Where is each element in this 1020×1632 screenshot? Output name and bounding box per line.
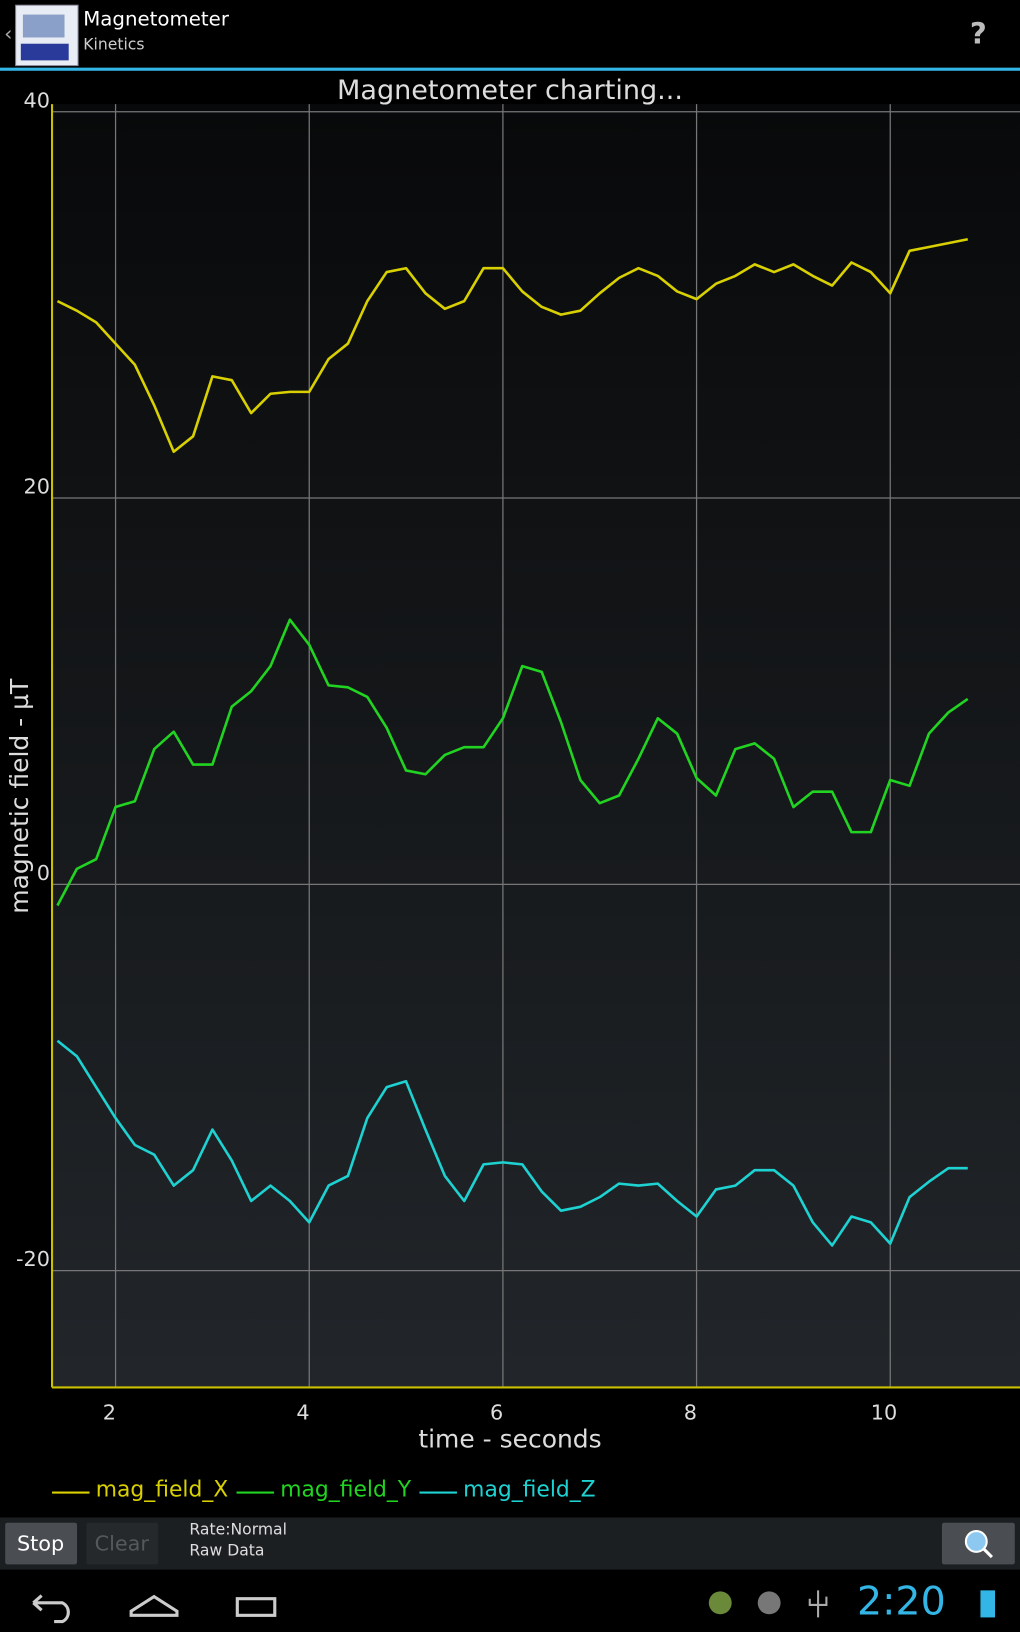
x-tick-label: 6	[490, 1400, 503, 1424]
x-tick-label: 4	[296, 1400, 309, 1424]
y-tick-label: 20	[23, 475, 49, 499]
control-bar	[0, 1517, 1020, 1570]
data-line	[56, 238, 969, 454]
legend-label: mag_field_X	[96, 1477, 229, 1502]
stop-button[interactable]	[5, 1522, 78, 1565]
home-button[interactable]	[129, 1594, 179, 1617]
clear-button-label[interactable]: Clear	[95, 1532, 150, 1556]
app-title: Magnetometer	[83, 7, 230, 30]
app-subtitle: Kinetics	[83, 35, 144, 53]
zoom-icon	[964, 1530, 988, 1553]
recents-button[interactable]	[235, 1597, 277, 1617]
clear-button[interactable]	[86, 1522, 159, 1565]
y-tick-label: 40	[23, 88, 49, 112]
x-axis-label: time - seconds	[418, 1424, 601, 1453]
app-icon-graphic	[22, 14, 65, 38]
chart-title: Magnetometer charting...	[337, 75, 683, 106]
y-tick-label: 0	[37, 861, 50, 885]
notification-icon	[708, 1591, 732, 1615]
usb-icon	[808, 1590, 828, 1618]
x-tick-label: 8	[684, 1400, 697, 1424]
up-caret[interactable]: ‹	[4, 21, 12, 45]
rate-label: Rate:Normal	[189, 1521, 287, 1539]
app-bar-divider	[0, 67, 1020, 71]
notification-icon	[757, 1591, 781, 1615]
stop-button-label[interactable]: Stop	[17, 1532, 64, 1556]
battery-icon	[980, 1590, 996, 1618]
legend-label: mag_field_Y	[280, 1477, 412, 1502]
zoom-icon	[982, 1547, 994, 1559]
data-line	[56, 1039, 968, 1247]
plot-area	[52, 104, 1020, 1388]
back-button[interactable]	[32, 1594, 70, 1624]
y-axis-label: magnetic field - µT	[5, 678, 34, 914]
app-icon-graphic	[20, 43, 69, 61]
data-line	[56, 618, 969, 907]
legend-label: mag_field_Z	[463, 1477, 595, 1502]
help-button[interactable]: ?	[970, 16, 987, 50]
y-tick-label: -20	[16, 1247, 50, 1271]
x-tick-label: 10	[871, 1400, 897, 1424]
mode-label: Raw Data	[189, 1541, 264, 1559]
x-tick-label: 2	[103, 1400, 116, 1424]
clock: 2:20	[857, 1578, 946, 1624]
